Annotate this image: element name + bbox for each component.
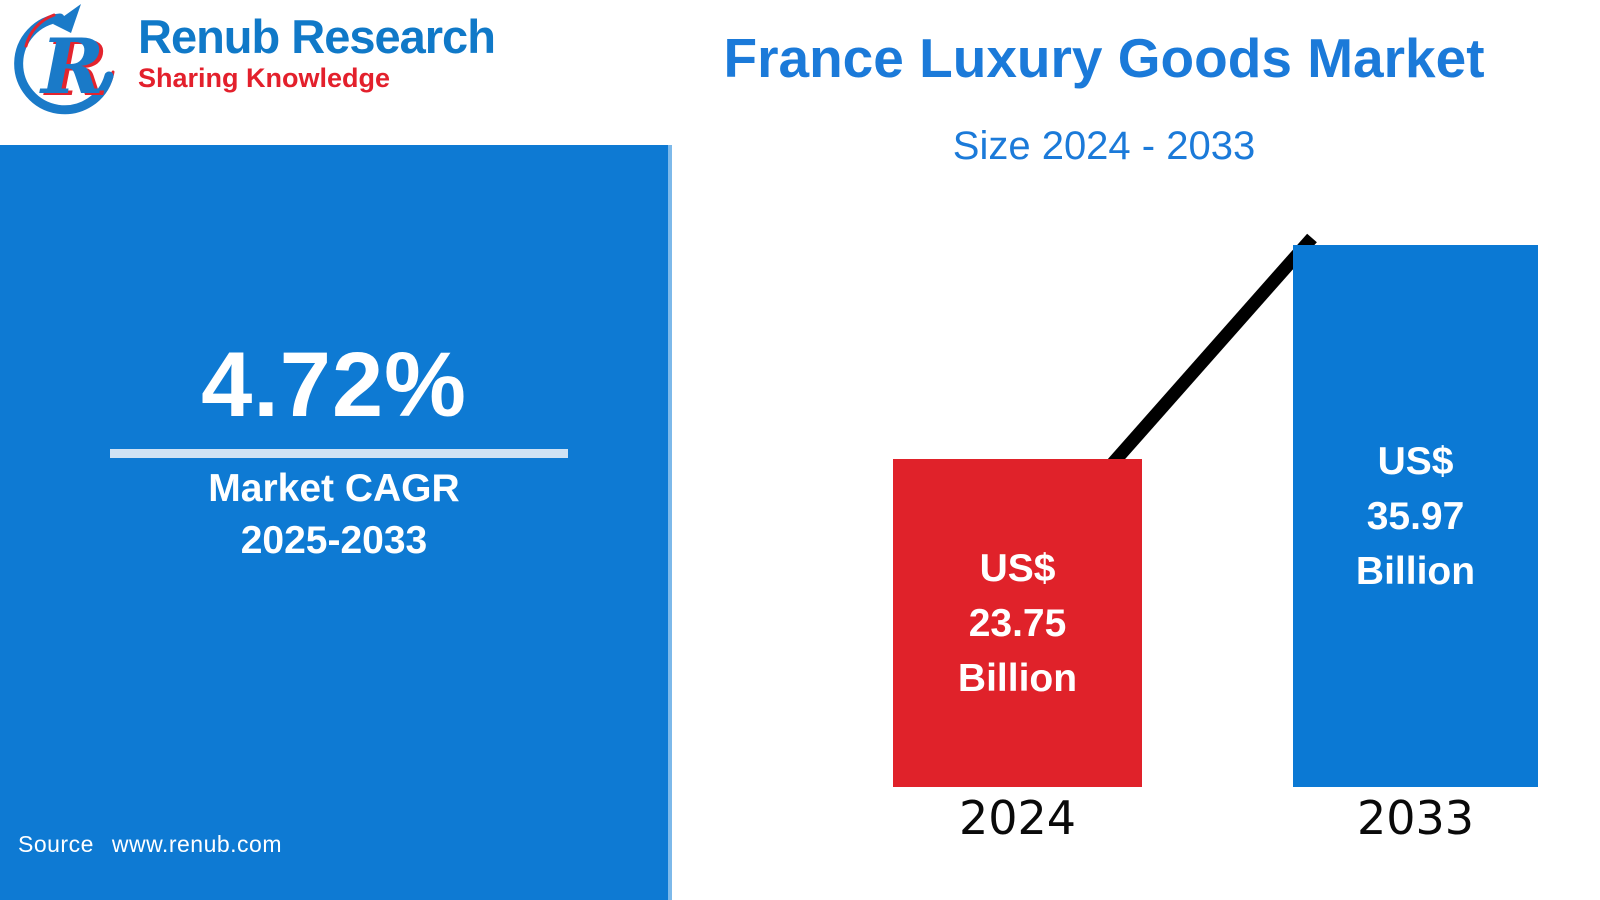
x-axis-label-2033: 2033 <box>1356 791 1475 845</box>
page-title: France Luxury Goods Market <box>723 27 1485 89</box>
bar-2033-label-unit: Billion <box>1355 549 1476 593</box>
bar-2033: US$ 35.97 Billion <box>1293 245 1538 787</box>
cagr-divider <box>110 449 568 458</box>
page-subtitle: Size 2024 - 2033 <box>952 124 1256 168</box>
x-axis-label-2024: 2024 <box>958 791 1077 845</box>
svg-text:R: R <box>43 24 108 113</box>
renub-logo-icon: R R <box>8 2 128 116</box>
cagr-value: 4.72% <box>201 334 467 436</box>
bar-2033-label-currency: US$ <box>1377 439 1454 483</box>
cagr-label: Market CAGR <box>208 467 460 510</box>
logo: R R Renub Research Sharing Knowledge <box>8 2 496 116</box>
source-note: Source www.renub.com <box>18 831 282 858</box>
source-label: Source <box>18 831 94 857</box>
bar-2024-label-value: 23.75 <box>968 601 1067 645</box>
header: France Luxury Goods Market Size 2024 - 2… <box>640 26 1568 169</box>
cagr-panel: 4.72% Market CAGR 2025-2033 Source www.r… <box>0 145 672 900</box>
bar-2033-label-value: 35.97 <box>1366 494 1465 538</box>
svg-text:R: R <box>39 22 104 111</box>
source-url: www.renub.com <box>111 831 282 857</box>
bar-2024-label-currency: US$ <box>979 546 1056 590</box>
logo-tagline: Sharing Knowledge <box>138 63 391 94</box>
bar-2024-label-unit: Billion <box>957 656 1078 700</box>
cagr-period: 2025-2033 <box>240 519 428 562</box>
logo-text: Renub Research Sharing Knowledge <box>138 2 496 94</box>
bar-2024: US$ 23.75 Billion <box>893 459 1142 787</box>
logo-name: Renub Research <box>138 10 496 63</box>
